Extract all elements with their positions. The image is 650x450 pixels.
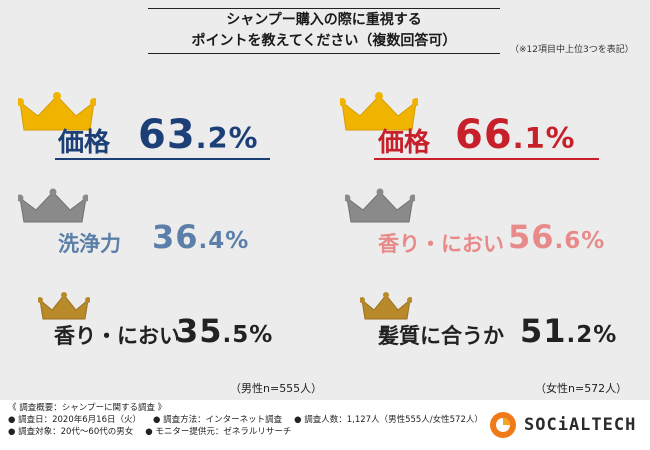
survey-date: ● 調査日：2020年6月16日（火）: [8, 415, 141, 425]
socialtech-logo: SOCiALTECH: [488, 410, 636, 440]
title-note: （※12項目中上位3つを表記）: [510, 45, 634, 55]
male-rank1-underline: [55, 158, 270, 160]
female-rank1-underline: [374, 158, 599, 160]
survey-count: ● 調査人数：1,127人（男性555人/女性572人）: [294, 415, 483, 425]
female-rank1-value: 66.1%: [455, 112, 576, 158]
female-rank3-label: 髪質に合うか: [378, 324, 504, 348]
female-rank2-value: 56.6%: [508, 218, 606, 256]
male-rank3-label: 香り・におい: [54, 324, 180, 348]
female-rank3-value: 51.2%: [520, 312, 618, 350]
male-rank1-value: 63.2%: [138, 112, 259, 158]
survey-provider: ● モニター提供元：ゼネラルリサーチ: [145, 427, 292, 437]
female-rank1-label: 価格: [378, 128, 431, 158]
survey-method: ● 調査方法：インターネット調査: [152, 415, 283, 425]
female-rank2-label: 香り・におい: [378, 232, 504, 256]
gold-crown-icon: [340, 92, 418, 131]
silver-crown-icon: [345, 188, 415, 223]
logo-mark-icon: [490, 412, 516, 438]
male-rank2-value: 36.4%: [152, 218, 250, 256]
title-line-2: ポイントを教えてください（複数回答可）: [191, 33, 457, 49]
female-sample-size: （女性n=572人）: [535, 382, 628, 395]
title-line-1: シャンプー購入の際に重視する: [226, 12, 422, 28]
gold-crown-icon: [18, 92, 96, 131]
chart-title: シャンプー購入の際に重視する ポイントを教えてください（複数回答可）: [148, 8, 500, 54]
silver-crown-icon: [18, 188, 88, 223]
survey-heading: 《 調査概要：シャンプーに関する調査 》: [8, 403, 167, 413]
survey-overview: 《 調査概要：シャンプーに関する調査 》 ● 調査日：2020年6月16日（火）…: [8, 402, 483, 438]
survey-target: ● 調査対象：20代〜60代の男女: [8, 427, 134, 437]
bronze-crown-icon: [38, 292, 90, 320]
bronze-crown-icon: [360, 292, 412, 320]
logo-text: SOCiALTECH: [524, 415, 637, 435]
male-sample-size: （男性n=555人）: [230, 382, 323, 395]
chart-panel: [0, 0, 650, 400]
male-rank3-value: 35.5%: [176, 312, 274, 350]
male-rank2-label: 洗浄力: [58, 232, 121, 256]
male-rank1-label: 価格: [58, 128, 111, 158]
